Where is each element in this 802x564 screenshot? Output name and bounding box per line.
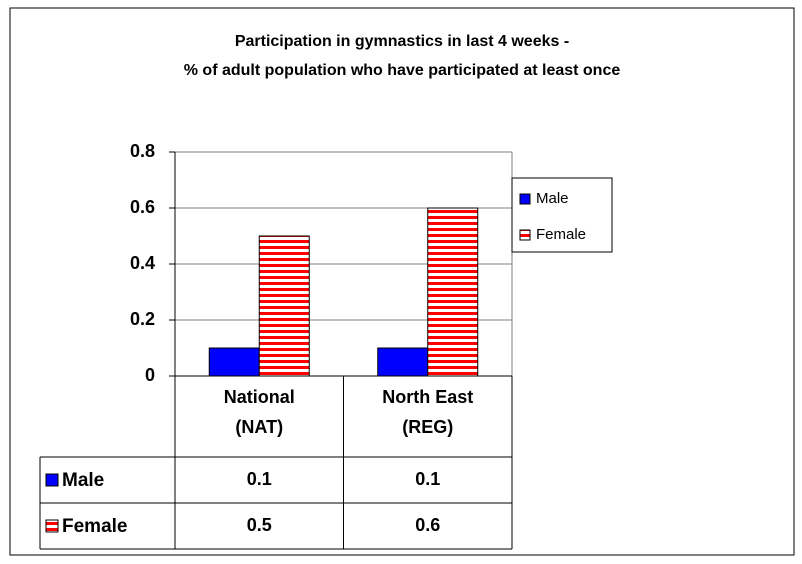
bar: [208, 347, 260, 377]
chart-title: % of adult population who have participa…: [184, 62, 621, 79]
table-value: 0.1: [415, 469, 440, 489]
x-tick-label: North East: [382, 387, 473, 407]
y-tick-label: 0.8: [130, 141, 155, 161]
legend-key: [519, 193, 531, 205]
x-tick-label: (REG): [402, 417, 453, 437]
bar: [377, 347, 429, 377]
y-tick-label: 0.6: [130, 197, 155, 217]
table-key: [45, 519, 59, 533]
legend-label: Female: [536, 226, 586, 243]
bar: [258, 235, 310, 377]
chart-frame: [9, 7, 795, 556]
table-value: 0.5: [247, 515, 272, 535]
y-tick-label: 0.4: [130, 253, 155, 273]
legend-label: Male: [536, 190, 569, 207]
table-row-label: Female: [62, 516, 127, 537]
bar: [427, 207, 479, 377]
table-row-label: Male: [62, 470, 104, 491]
table-value: 0.1: [247, 469, 272, 489]
table-key: [45, 473, 59, 487]
x-tick-label: (NAT): [235, 417, 283, 437]
y-tick-label: 0.2: [130, 309, 155, 329]
chart-title: Participation in gymnastics in last 4 we…: [235, 33, 569, 50]
x-tick-label: National: [224, 387, 295, 407]
y-tick-label: 0: [145, 365, 155, 385]
legend-key: [519, 229, 531, 241]
table-value: 0.6: [415, 515, 440, 535]
